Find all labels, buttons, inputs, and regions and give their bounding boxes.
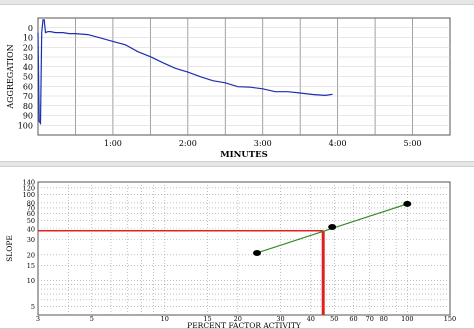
x-tick-label: 15 <box>203 315 211 323</box>
x-tick-label: 150 <box>444 315 456 323</box>
aggregation-trace <box>37 19 333 126</box>
y-axis-title: SLOPE <box>5 235 14 262</box>
x-tick-label: 100 <box>401 315 413 323</box>
y-tick-label: 20 <box>27 251 35 259</box>
data-point <box>403 200 412 207</box>
y-tick-label: 10 <box>23 34 33 43</box>
y-axis-title: AGGREGATION <box>6 44 15 109</box>
x-tick-label: 50 <box>330 315 338 323</box>
y-tick-label: 140 <box>23 179 35 187</box>
y-tick-label: 50 <box>27 217 35 225</box>
y-tick-label: 70 <box>27 204 35 212</box>
y-tick-label: 5 <box>31 303 35 311</box>
x-tick-label: 5:00 <box>404 139 422 148</box>
y-tick-label: 80 <box>23 102 33 111</box>
y-tick-label: 40 <box>23 63 33 72</box>
x-tick-label: 10 <box>161 315 169 323</box>
data-point <box>252 249 261 256</box>
y-tick-label: 100 <box>23 191 35 199</box>
data-point <box>328 224 337 231</box>
y-tick-label: 100 <box>18 121 33 130</box>
y-tick-label: 15 <box>27 262 35 270</box>
x-tick-label: 5 <box>90 315 94 323</box>
x-tick-label: 1:00 <box>104 139 122 148</box>
x-tick-label: 20 <box>234 315 242 323</box>
plot-area <box>37 181 451 316</box>
y-tick-label: 10 <box>27 277 35 285</box>
x-tick-label: 80 <box>380 315 388 323</box>
x-tick-label: 70 <box>366 315 374 323</box>
y-tick-label: 70 <box>23 92 33 101</box>
x-tick-label: 4:00 <box>329 139 347 148</box>
y-tick-label: 20 <box>23 43 33 52</box>
y-tick-label: 80 <box>27 199 35 207</box>
y-tick-label: 40 <box>27 225 35 233</box>
y-tick-label: 0 <box>28 24 33 33</box>
slope-panel: 5 10 15 20 30 40 50 60 70 80 100 120 140 3 5 10 15 20 30 40… <box>0 166 474 329</box>
y-tick-label: 30 <box>23 53 33 62</box>
aggregation-panel: 0 10 20 30 40 50 60 70 80 90 100 1:00 2:00 3:00 4:00 5:… <box>0 4 474 162</box>
x-axis-title: PERCENT FACTOR ACTIVITY <box>187 321 302 328</box>
y-tick-label: 120 <box>23 184 35 192</box>
x-axis-title: MINUTES <box>220 150 268 160</box>
y-tick-label: 60 <box>23 82 33 91</box>
x-tick-label: 2:00 <box>179 139 197 148</box>
y-tick-label: 50 <box>23 73 33 82</box>
x-tick-label: 40 <box>307 315 315 323</box>
x-tick-label: 3 <box>36 315 40 323</box>
y-tick-label: 90 <box>23 112 33 121</box>
x-tick-label: 3:00 <box>254 139 272 148</box>
y-tick-label: 30 <box>27 236 35 244</box>
x-tick-label: 60 <box>349 315 357 323</box>
y-tick-label: 60 <box>27 210 35 218</box>
x-tick-label: 30 <box>276 315 284 323</box>
